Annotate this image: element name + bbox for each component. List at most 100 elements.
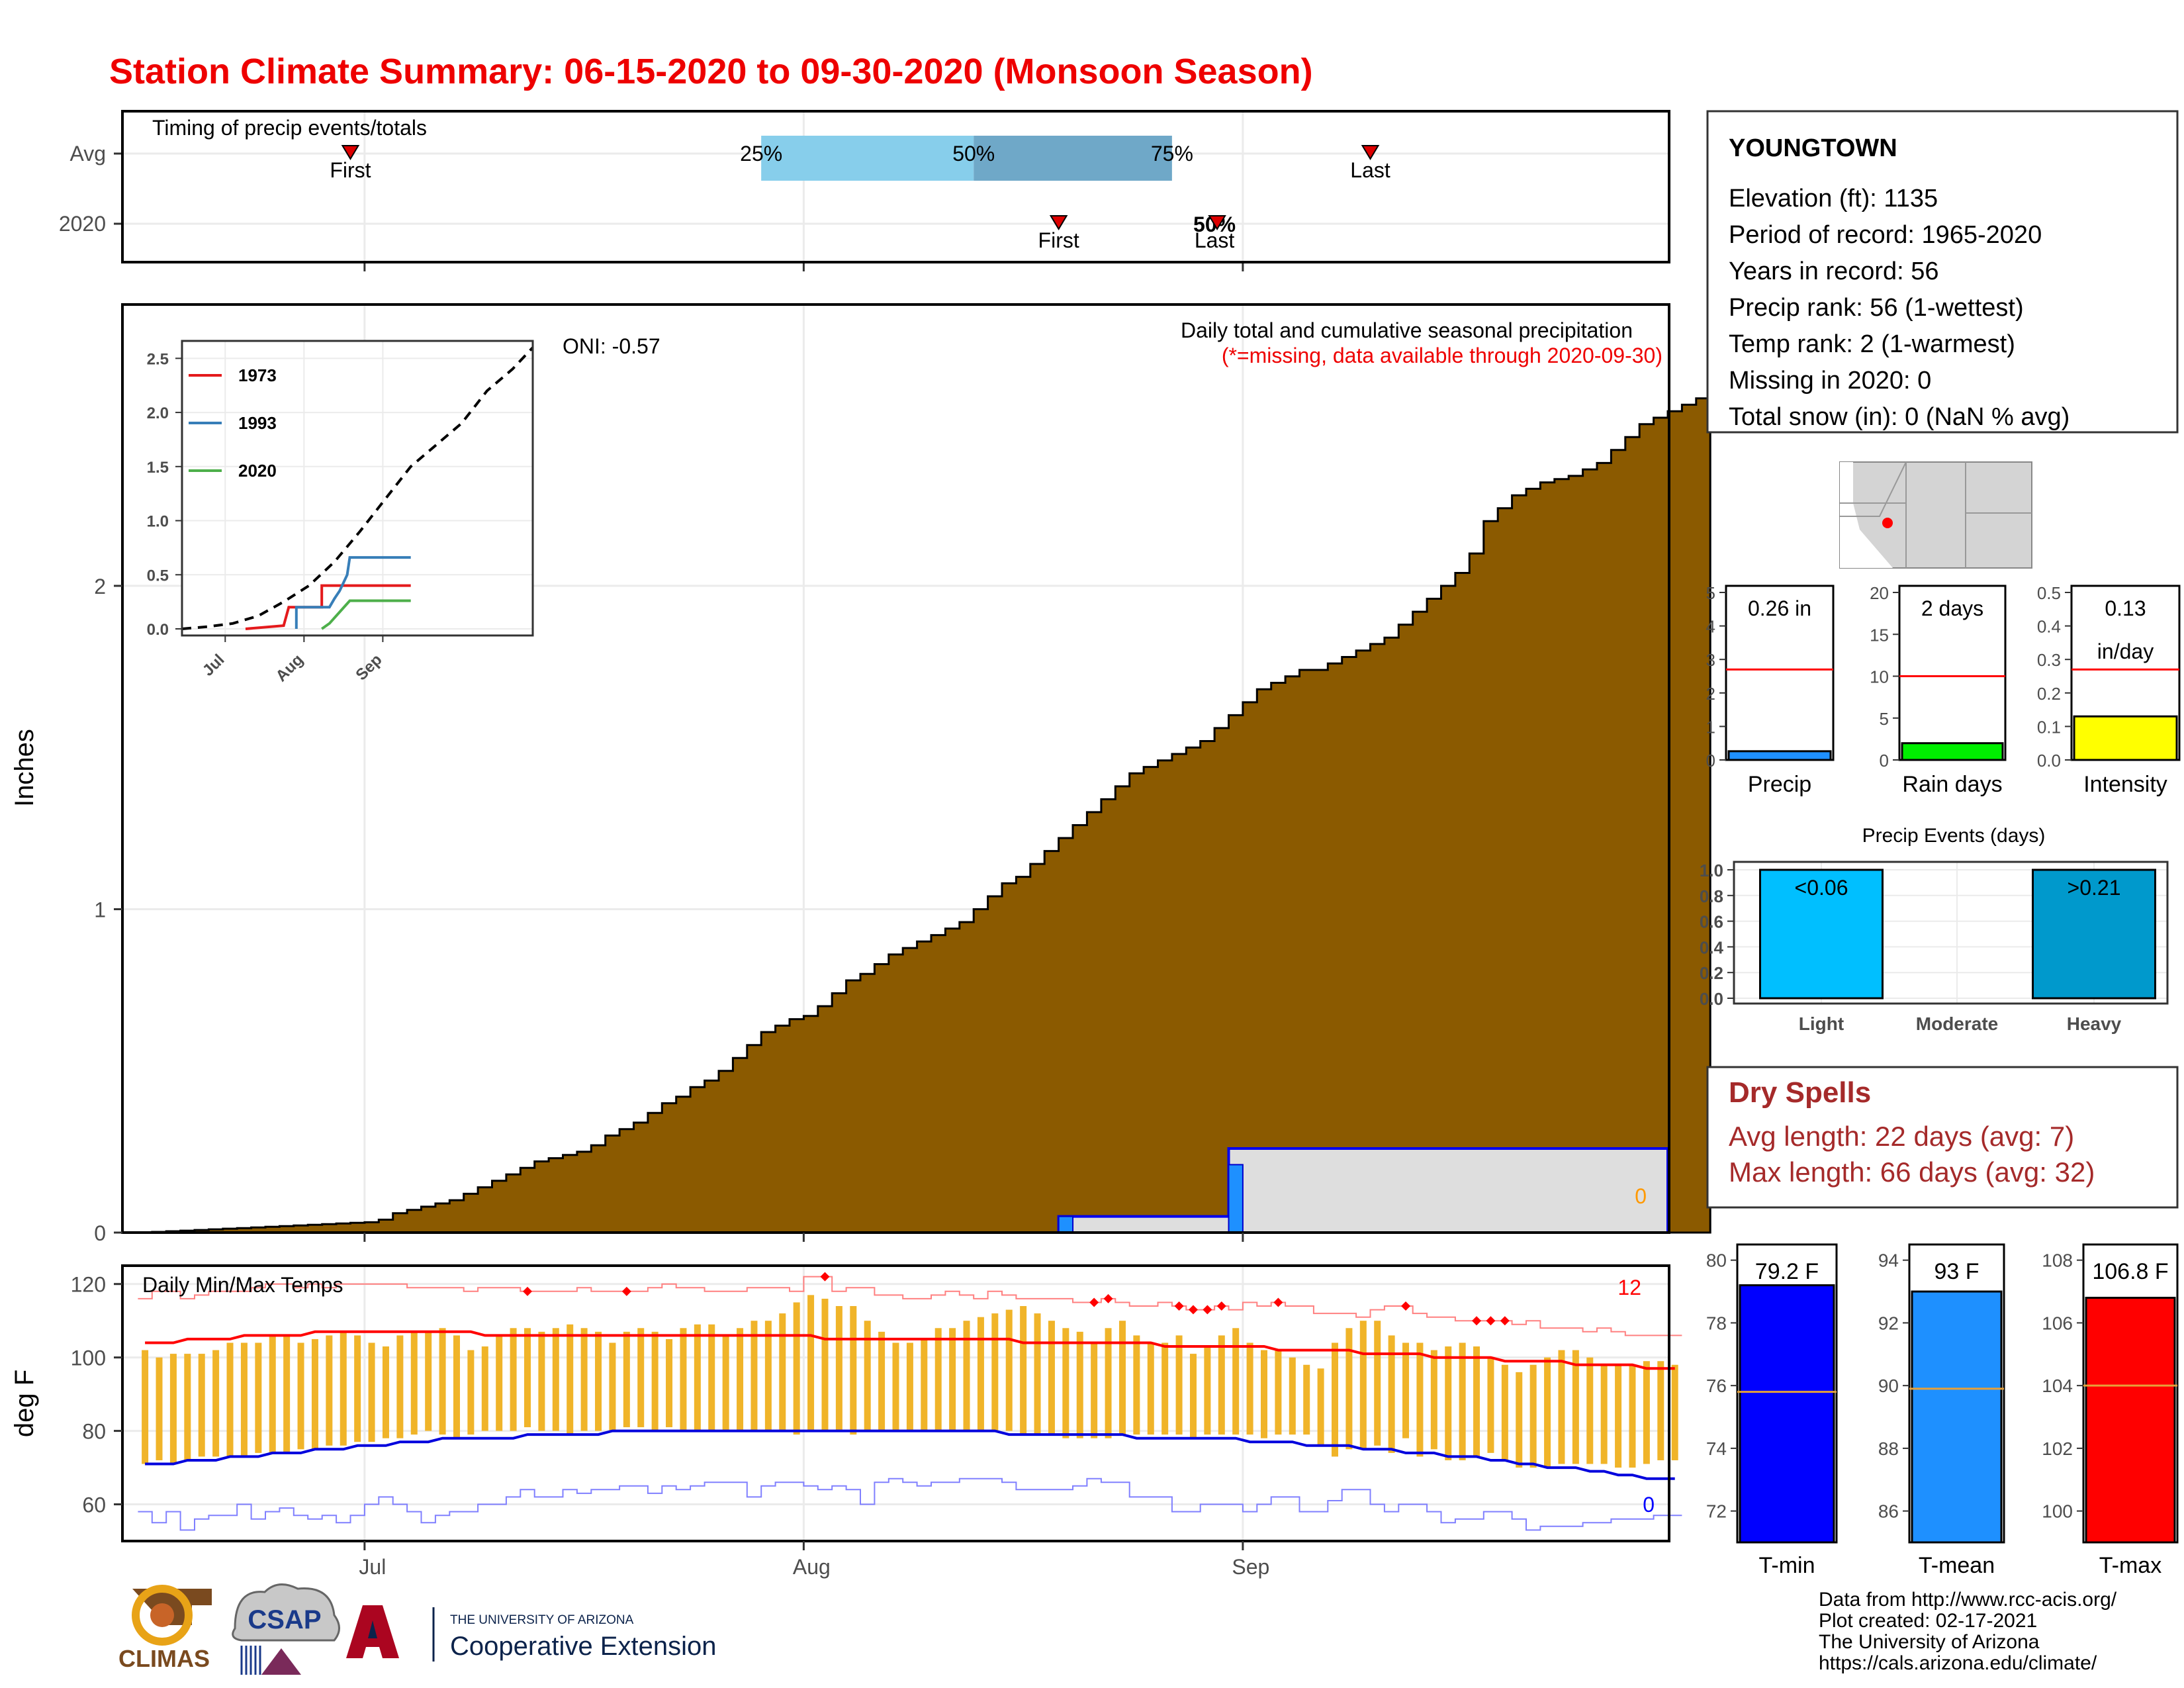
- temp-ytick-label-1: 80: [82, 1420, 106, 1444]
- record-max-marker-4: [1103, 1293, 1113, 1303]
- temp-bar-62: [1020, 1306, 1027, 1435]
- temp-bar-53: [892, 1342, 899, 1431]
- record-min-line: [138, 1477, 1682, 1531]
- temp-bar-16: [368, 1342, 375, 1442]
- temp-bar-35: [637, 1328, 645, 1428]
- dry-spells-title: Dry Spells: [1729, 1076, 1871, 1109]
- temp-bar-96: [1501, 1364, 1508, 1460]
- temp-bar-82: [1303, 1364, 1310, 1435]
- temp-bar-ytick-label-2-4: 108: [2042, 1250, 2073, 1271]
- small-bar-fill-0: [1727, 750, 1832, 761]
- small-bar-fill-2: [2073, 715, 2178, 761]
- temp-bar-24: [481, 1346, 488, 1431]
- temp-bar-25: [496, 1335, 503, 1431]
- timing-row-avg-label: Avg: [69, 142, 106, 165]
- temp-bar-74: [1189, 1354, 1197, 1438]
- inset-bg: [182, 341, 533, 635]
- precip-event-bar-2: [2032, 868, 2156, 1000]
- temp-bar-fill-0: [1739, 1284, 1835, 1544]
- temp-bar-ytick-label-1-0: 86: [1878, 1501, 1899, 1522]
- temp-bar-55: [921, 1338, 928, 1431]
- small-bar-ytick-label-1-2: 10: [1870, 667, 1889, 687]
- main-panel-border: [121, 303, 1670, 1234]
- temp-panel-border: [121, 1264, 1670, 1542]
- temp-bar-63: [1034, 1313, 1041, 1435]
- precip-event-inner-0: <0.06: [1795, 876, 1848, 900]
- small-bar-ytick-label-0-3: 3: [1706, 650, 1715, 670]
- climas-logo-text: CLIMAS: [118, 1645, 210, 1672]
- avg-iqr-upper-box: [974, 136, 1172, 181]
- inset-legend-label-1973: 1973: [238, 365, 277, 385]
- temp-bar-75: [1204, 1346, 1211, 1435]
- temp-bar-7: [240, 1342, 248, 1457]
- pe-ytick-label-0: 0.0: [1700, 989, 1723, 1009]
- footer-line-2: The University of Arizona: [1819, 1631, 2040, 1653]
- temp-ytick-label-0: 60: [82, 1493, 106, 1517]
- small-bar-value2-2: in/day: [2097, 639, 2154, 663]
- small-bar-ytick-label-1-0: 0: [1880, 751, 1889, 771]
- timing-panel-label: Timing of precip events/totals: [152, 116, 427, 140]
- avg-first-marker: [341, 145, 360, 160]
- temp-min-count: 0: [1643, 1493, 1655, 1517]
- record-max-marker-2: [820, 1272, 830, 1282]
- temp-bar-80: [1275, 1350, 1282, 1435]
- temp-bar-61: [1005, 1309, 1013, 1431]
- small-bar-frame-1: [1898, 585, 2007, 761]
- precip-events-title: Precip Events (days): [1862, 825, 2046, 847]
- station-line-0: Elevation (ft): 1135: [1729, 185, 1938, 212]
- ua-logo-small-text: THE UNIVERSITY OF ARIZONA: [450, 1613, 634, 1627]
- temp-bar-8: [255, 1342, 262, 1453]
- temp-bar-18: [396, 1335, 404, 1438]
- main-ytick-label-1: 1: [94, 898, 106, 921]
- station-line-5: Missing in 2020: 0: [1729, 367, 1931, 395]
- temp-bar-41: [722, 1335, 729, 1431]
- main-ytick-label-0: 0: [94, 1221, 106, 1245]
- small-bar-ytick-label-0-5: 5: [1706, 583, 1715, 603]
- small-bar-ytick-label-2-1: 0.1: [2037, 717, 2061, 737]
- temp-bar-94: [1473, 1346, 1480, 1457]
- temp-bar-67: [1091, 1342, 1098, 1438]
- temp-bar-ytick-label-1-1: 88: [1878, 1438, 1899, 1459]
- temp-bar-13: [326, 1335, 333, 1446]
- avg-p25-label: 25%: [740, 142, 782, 165]
- record-max-marker-11: [1472, 1316, 1482, 1326]
- missing-count: 0: [1635, 1184, 1647, 1208]
- small-bar-ytick-label-1-1: 5: [1880, 709, 1889, 729]
- station-line-3: Precip rank: 56 (1-wettest): [1729, 294, 2024, 322]
- dry-spells-max: Max length: 66 days (avg: 32): [1729, 1156, 2095, 1188]
- daily-precip-bar-0: [1058, 1215, 1074, 1234]
- temp-bar-value-1: 93 F: [1934, 1259, 1979, 1284]
- small-bar-label-2: Intensity: [2083, 772, 2167, 797]
- temp-bar-37: [666, 1338, 673, 1428]
- temp-bar-99: [1544, 1357, 1551, 1468]
- mini-map-ocean: [1840, 462, 1893, 568]
- main-annotation: Daily total and cumulative seasonal prec…: [1181, 318, 1633, 342]
- temp-bar-51: [864, 1321, 871, 1431]
- temp-bar-48: [821, 1298, 829, 1431]
- temp-bar-ytick-label-0-3: 78: [1706, 1313, 1727, 1333]
- temp-bar-106: [1643, 1361, 1650, 1464]
- avg-last-label: Last: [1350, 158, 1390, 182]
- record-max-marker-3: [1089, 1297, 1099, 1307]
- temp-bar-46: [793, 1302, 800, 1435]
- small-bar-ytick-label-2-0: 0.0: [2037, 751, 2061, 771]
- temp-bar-9: [269, 1335, 276, 1453]
- inset-ytick-label-5: 2.5: [147, 350, 169, 368]
- station-line-6: Total snow (in): 0 (NaN % avg): [1729, 403, 2070, 431]
- temp-bar-105: [1629, 1364, 1636, 1468]
- record-max-marker-10: [1401, 1301, 1411, 1311]
- temp-bar-26: [510, 1328, 517, 1431]
- temp-bar-103: [1600, 1364, 1608, 1464]
- timing-row-2020-label: 2020: [59, 212, 106, 236]
- temp-bar-14: [340, 1331, 347, 1446]
- temp-bar-ytick-label-1-3: 92: [1878, 1313, 1899, 1333]
- footer-line-0: Data from http://www.rcc-acis.org/: [1819, 1589, 2117, 1611]
- temp-bar-98: [1529, 1364, 1537, 1468]
- temp-bar-17: [382, 1346, 389, 1438]
- temp-bar-label-0: T-min: [1759, 1553, 1815, 1578]
- main-y-axis-title: Inches: [10, 729, 39, 807]
- temp-bar-108: [1671, 1364, 1678, 1460]
- dry-spells-avg: Avg length: 22 days (avg: 7): [1729, 1121, 2074, 1152]
- temp-bar-57: [949, 1328, 956, 1431]
- temp-bar-102: [1586, 1357, 1594, 1464]
